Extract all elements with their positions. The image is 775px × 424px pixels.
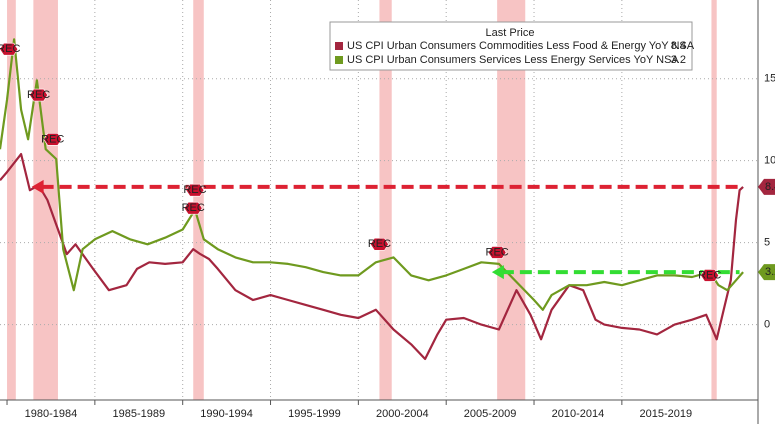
arrow-head	[31, 179, 44, 194]
annotations: REC REC REC REC REC REC REC REC	[0, 42, 740, 282]
rec-tag	[29, 88, 49, 102]
rec-label: REC	[27, 89, 50, 101]
last-price-tag	[758, 178, 775, 195]
y-tick-label: 10	[764, 155, 775, 167]
grid	[0, 0, 758, 400]
lines	[0, 38, 744, 361]
recession-band	[193, 0, 204, 400]
x-tick-label: 1990-1994	[200, 408, 253, 420]
rec-tag	[185, 183, 205, 197]
rec-tag	[183, 201, 203, 215]
legend: Last Price US CPI Urban Consumers Commod…	[329, 21, 695, 71]
legend-entries: US CPI Urban Consumers Commodities Less …	[335, 40, 695, 66]
recession-band	[7, 0, 16, 400]
legend-value: 8.4	[671, 40, 686, 52]
rec-label: REC	[41, 133, 64, 145]
legend-swatch	[335, 42, 343, 50]
legend-label: US CPI Urban Consumers Services Less Ene…	[347, 54, 679, 66]
legend-title: Last Price	[486, 27, 535, 39]
x-tick-label: 2005-2009	[464, 408, 517, 420]
rec-tag	[370, 237, 389, 251]
rec-tag	[487, 246, 507, 259]
x-tick-label: 2000-2004	[376, 408, 429, 420]
y-tick-label: 5	[764, 237, 770, 249]
rec-tag	[700, 269, 720, 282]
recession-band	[33, 0, 58, 400]
arrow-head	[491, 265, 504, 280]
rec-label: REC	[182, 202, 205, 214]
recession-band	[711, 0, 717, 400]
rec-label: REC	[0, 43, 20, 55]
x-tick-label: 1980-1984	[25, 408, 78, 420]
last-price-label: 3.2	[765, 266, 775, 278]
rec-label: REC	[486, 246, 509, 258]
x-tick-label: 2015-2019	[639, 408, 692, 420]
rec-label: REC	[698, 269, 721, 281]
x-tick-label: 1985-1989	[112, 408, 165, 420]
series-line	[0, 38, 744, 311]
legend-box	[329, 21, 693, 71]
y-tick-label: 15	[764, 73, 775, 85]
legend-value: 3.2	[671, 54, 686, 66]
y-tick-label: 0	[764, 318, 770, 330]
x-tick-label: 2010-2014	[552, 408, 605, 420]
series-line	[0, 153, 744, 361]
legend-swatch	[335, 56, 343, 64]
rec-label: REC	[183, 184, 206, 196]
last-price-tag	[758, 264, 775, 281]
rec-tag	[43, 133, 63, 146]
legend-label: US CPI Urban Consumers Commodities Less …	[347, 40, 695, 52]
last-price-label: 8.4	[765, 181, 775, 193]
x-tick-label: 1995-1999	[288, 408, 341, 420]
rec-tag	[0, 42, 19, 56]
rec-label: REC	[368, 238, 391, 250]
recession-band	[379, 0, 392, 400]
